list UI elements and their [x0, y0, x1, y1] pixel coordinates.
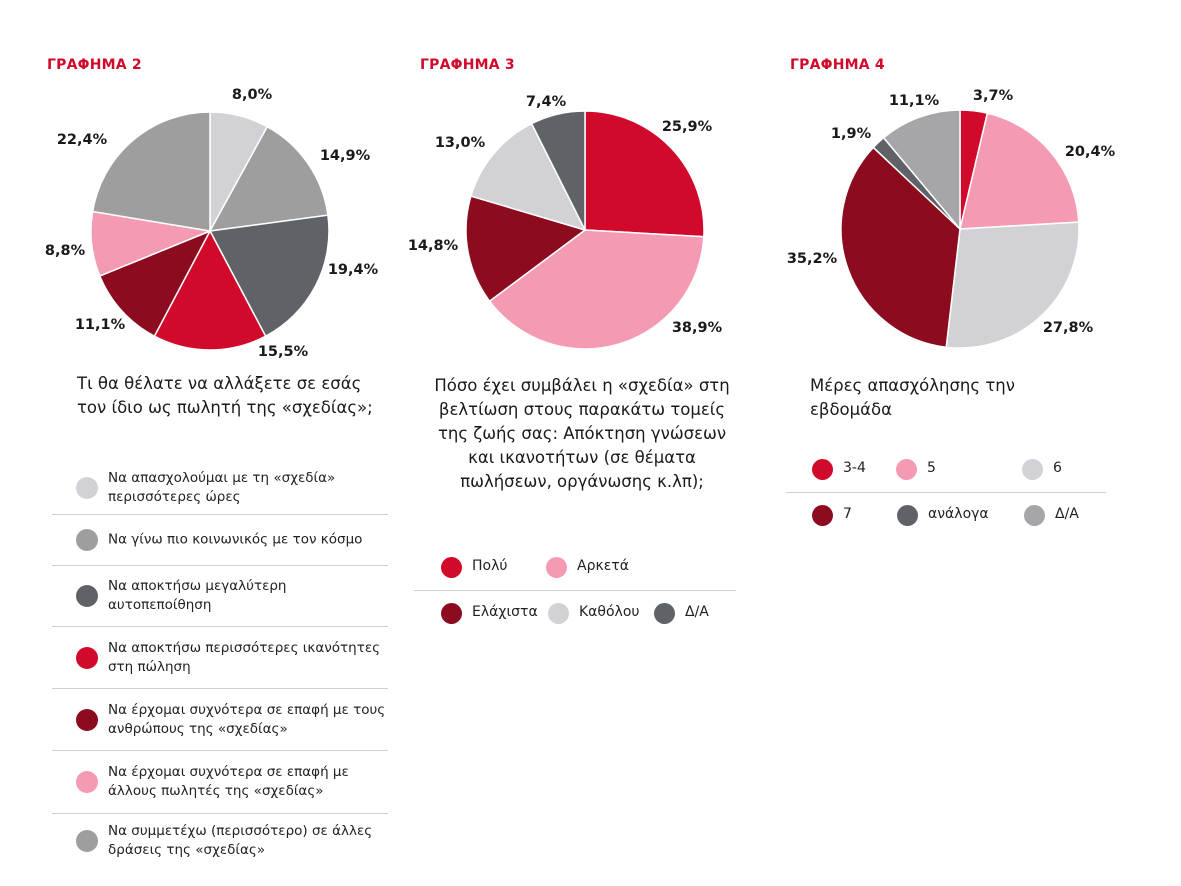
pie-slice — [488, 229, 705, 350]
chart4-label-slice-3: 35,2% — [786, 251, 838, 267]
chart2-question: Τι θα θέλατε να αλλάξετε σε εσάς τον ίδι… — [77, 374, 373, 417]
pie-slice — [153, 229, 267, 351]
legend-text: 7 — [843, 506, 852, 522]
legend-text: 3-4 — [843, 460, 866, 476]
pie-slice — [98, 229, 212, 338]
legend-dot — [76, 477, 98, 499]
legend-text: Να συμμετέχω (περισσότερο) σε άλλες δράσ… — [108, 823, 373, 858]
chart2-legend-item-4: Να έρχομαι συχνότερα σε επαφή με τους αν… — [52, 689, 388, 751]
legend-text: 6 — [1053, 460, 1062, 476]
legend-dot — [441, 557, 462, 578]
legend-text: Δ/Α — [685, 604, 709, 620]
chart2-label-slice-5: 8,8% — [44, 243, 86, 259]
legend-dot — [654, 603, 675, 624]
legend-dot — [548, 603, 569, 624]
pie-slice — [91, 111, 211, 232]
chart4-legend-divider — [786, 492, 1106, 493]
legend-text: Να έρχομαι συχνότερα σε επαφή με άλλους … — [108, 764, 349, 799]
pie-slice — [882, 109, 961, 232]
chart4-label-slice-2: 27,8% — [1042, 320, 1094, 336]
legend-dot — [76, 708, 98, 731]
chart2-label-slice-2: 19,4% — [327, 262, 379, 278]
chart4-question: Μέρες απασχόλησης την εβδομάδα — [810, 376, 1015, 419]
chart3-label-slice-4: 7,4% — [525, 94, 567, 110]
chart2-label-slice-1: 14,9% — [319, 148, 371, 164]
chart3-legend-divider — [414, 590, 736, 591]
chart2-label-slice-0: 8,0% — [231, 87, 273, 103]
legend-dot — [76, 529, 98, 551]
legend-text: 5 — [927, 460, 936, 476]
chart3-title: ΓΡΑΦΗΜΑ 3 — [420, 57, 515, 73]
legend-text: Να έρχομαι συχνότερα σε επαφή με τους αν… — [108, 701, 386, 737]
chart2-legend-item-5: Να έρχομαι συχνότερα σε επαφή με άλλους … — [52, 751, 388, 814]
legend-text: Ελάχιστα — [472, 604, 538, 620]
chart4-label-slice-4: 1,9% — [830, 126, 872, 142]
legend-dot — [1022, 459, 1043, 480]
legend-dot — [76, 585, 98, 607]
legend-text: Να απασχολούμαι με τη «σχεδία» περισσότε… — [108, 470, 336, 505]
legend-text: Καθόλου — [579, 604, 640, 620]
chart2-legend-item-1: Να γίνω πιο κοινωνικός με τον κόσμο — [52, 515, 388, 566]
chart3-label-slice-3: 13,0% — [434, 135, 486, 151]
legend-dot — [812, 459, 833, 480]
legend-dot — [1024, 505, 1045, 526]
legend-dot — [76, 646, 98, 669]
legend-text: Αρκετά — [577, 558, 629, 574]
chart4-title: ΓΡΑΦΗΜΑ 4 — [790, 57, 885, 73]
pie-slice — [208, 125, 329, 232]
pie-slice — [584, 110, 705, 238]
chart2-label-slice-3: 15,5% — [257, 344, 309, 360]
chart3-question: Πόσο έχει συμβάλει η «σχεδία» στη βελτίω… — [434, 376, 730, 491]
legend-text: Πολύ — [472, 558, 508, 574]
pie-slice — [470, 122, 587, 232]
legend-dot — [441, 603, 462, 624]
chart4-label-slice-1: 20,4% — [1064, 144, 1116, 160]
pie-slice — [465, 195, 587, 303]
legend-text: Να αποκτήσω μεγαλύτερη αυτοπεποίθηση — [108, 578, 287, 613]
chart2-legend-item-2: Να αποκτήσω μεγαλύτερη αυτοπεποίθηση — [52, 566, 388, 627]
legend-dot — [812, 505, 833, 526]
pie-slice — [208, 214, 330, 338]
chart2-legend-item-6: Να συμμετέχω (περισσότερο) σε άλλες δράσ… — [52, 814, 388, 868]
chart2-legend: Να απασχολούμαι με τη «σχεδία» περισσότε… — [52, 462, 388, 868]
chart2-label-slice-4: 11,1% — [74, 317, 126, 333]
legend-dot — [76, 771, 98, 793]
legend-dot — [546, 557, 567, 578]
legend-text: ανάλογα — [928, 506, 989, 522]
pie-slice — [945, 221, 1080, 349]
chart2-label-slice-6: 22,4% — [56, 132, 108, 148]
legend-text: Να αποκτήσω περισσότερες ικανότητες στη … — [108, 639, 381, 675]
pie-slice — [959, 112, 1080, 230]
chart2-legend-item-3: Να αποκτήσω περισσότερες ικανότητες στη … — [52, 627, 388, 689]
chart3-label-slice-1: 38,9% — [671, 320, 723, 336]
pie-slice — [840, 146, 961, 349]
chart4-label-slice-5: 11,1% — [888, 93, 940, 109]
chart2-legend-item-0: Να απασχολούμαι με τη «σχεδία» περισσότε… — [52, 462, 388, 515]
chart4-label-slice-0: 3,7% — [972, 88, 1014, 104]
legend-text: Δ/Α — [1055, 506, 1079, 522]
legend-text: Να γίνω πιο κοινωνικός με τον κόσμο — [108, 531, 363, 548]
chart3-label-slice-2: 14,8% — [407, 238, 459, 254]
pie-slice — [530, 110, 586, 231]
chart3-label-slice-0: 25,9% — [661, 119, 713, 135]
chart2-title: ΓΡΑΦΗΜΑ 2 — [47, 57, 142, 73]
legend-dot — [897, 505, 918, 526]
legend-dot — [76, 830, 98, 852]
legend-dot — [896, 459, 917, 480]
